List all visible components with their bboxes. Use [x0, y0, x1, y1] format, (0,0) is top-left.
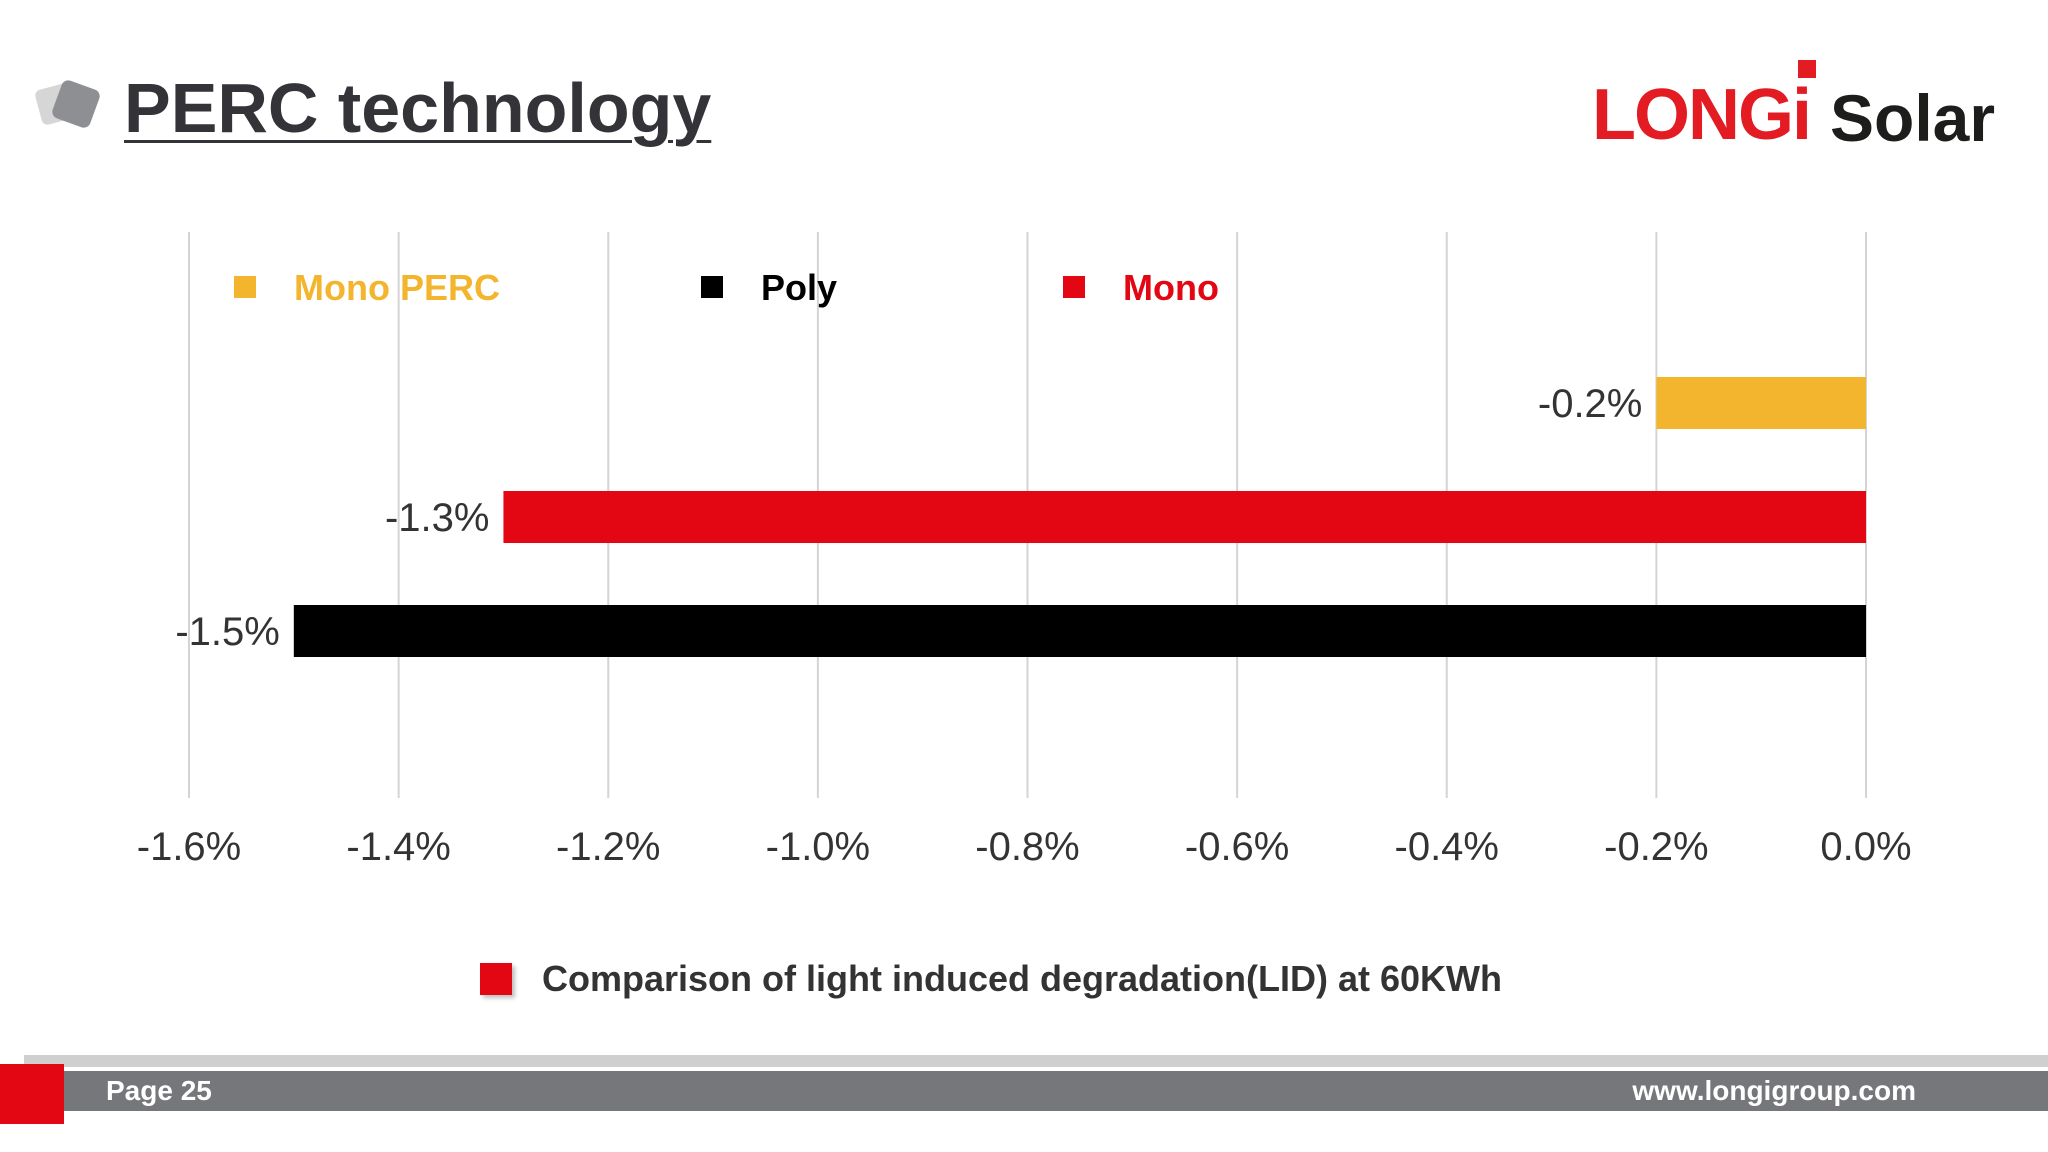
- page-title: PERC technology: [124, 69, 712, 147]
- footer-url: www.longigroup.com: [1632, 1075, 1916, 1106]
- x-tick-label: -0.8%: [975, 825, 1080, 869]
- title-bullet-icon: [35, 80, 100, 128]
- caption-text: Comparison of light induced degradation(…: [542, 958, 1502, 999]
- legend-swatch: [701, 276, 723, 298]
- logo-product: Solar: [1830, 81, 1996, 155]
- x-tick-label: -1.6%: [137, 825, 242, 869]
- footer-bar: [0, 1071, 2048, 1111]
- caption-square-icon: [480, 963, 512, 995]
- x-tick-label: -0.4%: [1395, 825, 1500, 869]
- bar-data-label: -0.2%: [1538, 382, 1643, 426]
- x-tick-label: -1.0%: [766, 825, 871, 869]
- bar-data-label: -1.3%: [385, 496, 490, 540]
- chart-caption: Comparison of light induced degradation(…: [480, 954, 1502, 1004]
- bar: [503, 491, 1866, 543]
- legend-label: Mono: [1123, 267, 1219, 308]
- x-tick-label: 0.0%: [1820, 825, 1911, 869]
- footer-red-block: [0, 1064, 64, 1124]
- x-tick-label: -0.6%: [1185, 825, 1290, 869]
- legend-label: Mono PERC: [294, 267, 500, 308]
- bar-data-label: -1.5%: [175, 610, 280, 654]
- lid-bar-chart: -1.6% -1.4% -1.2% -1.0% -0.8% -0.6% -0.4% -0.2%…: [137, 232, 1912, 869]
- legend-label: Poly: [761, 267, 837, 308]
- logo-brand: LONGi: [1592, 75, 1812, 155]
- logo-dot: [1798, 60, 1816, 78]
- legend-swatch: [1063, 276, 1085, 298]
- page-number: Page 25: [106, 1075, 212, 1106]
- x-tick-label: -1.4%: [346, 825, 451, 869]
- bar: [1656, 377, 1866, 429]
- bar: [293, 605, 1866, 657]
- legend-swatch: [234, 276, 256, 298]
- x-tick-label: -1.2%: [556, 825, 661, 869]
- x-tick-label: -0.2%: [1604, 825, 1709, 869]
- footer-divider: [24, 1055, 2048, 1067]
